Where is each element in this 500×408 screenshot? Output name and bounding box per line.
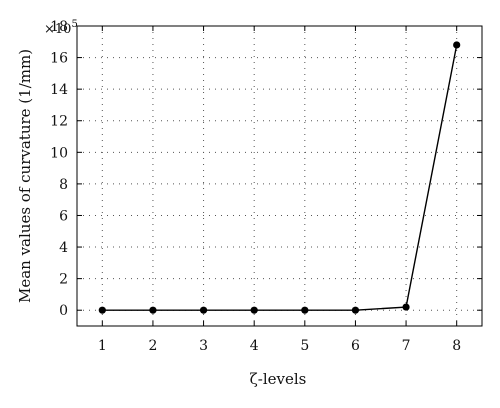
series-line-0 [102,44,458,311]
data-point-5 [301,306,309,314]
plot-frame [76,25,483,327]
x-tick-label-6: 6 [351,338,360,354]
data-point-4 [250,306,258,314]
x-tick-label-3: 3 [199,338,208,354]
y-tick-label-6: 6 [59,208,68,224]
data-point-2 [149,306,157,314]
y-axis-label: Mean values of curvature (1/mm) [16,49,34,303]
y-tick-label-14: 14 [50,82,68,98]
x-tick-label-4: 4 [250,338,259,354]
data-point-6 [351,306,360,314]
x-axis-label: ζ-levels [250,370,307,388]
x-tick-label-2: 2 [148,338,157,354]
y-tick-label-12: 12 [50,114,68,130]
y-tick-label-0: 0 [59,303,68,319]
y-tick-label-2: 2 [59,272,68,288]
y-axis-multiplier: ×105 [44,19,78,37]
y-tick-label-10: 10 [50,145,68,161]
series [98,41,461,314]
grid [77,25,482,326]
data-point-1 [98,306,106,314]
y-tick-label-4: 4 [59,240,68,256]
data-point-7 [402,303,410,311]
x-tick-label-8: 8 [452,338,461,354]
y-tick-label-18: 18 [50,19,68,35]
data-point-8 [453,41,461,49]
x-tick-label-1: 1 [98,338,107,354]
x-tick-label-5: 5 [300,338,309,354]
y-tick-label-8: 8 [59,177,68,193]
y-tick-label-16: 16 [50,51,68,67]
x-tick-label-7: 7 [402,338,411,354]
data-point-3 [199,306,208,314]
